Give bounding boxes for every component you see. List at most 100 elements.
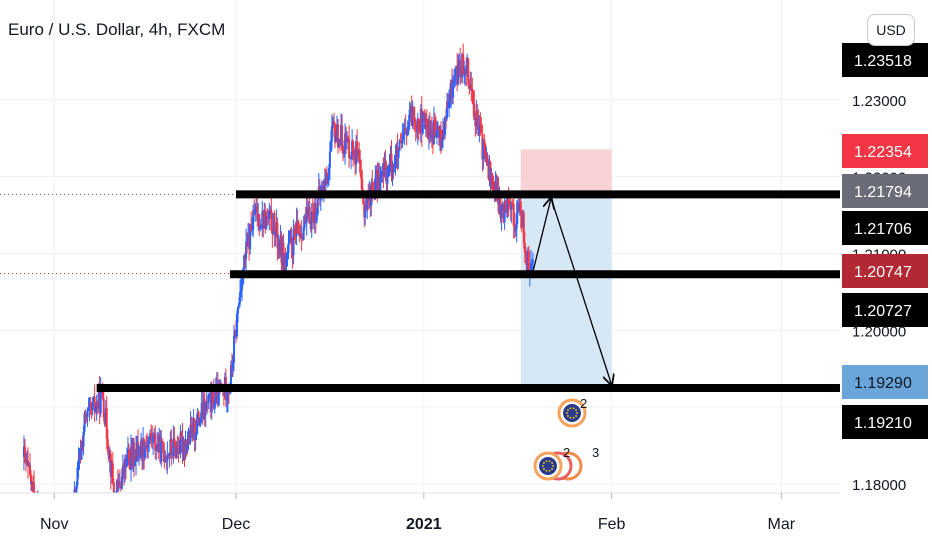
candle	[378, 163, 381, 195]
candle-body	[524, 252, 527, 257]
candle-body	[426, 125, 429, 139]
candle-body	[396, 146, 399, 158]
candle	[165, 456, 168, 471]
candle-body	[293, 228, 296, 236]
candle-body	[300, 233, 303, 238]
candle-body	[531, 259, 534, 263]
candle-body	[388, 164, 391, 166]
candle	[342, 145, 345, 162]
candle-body	[341, 125, 344, 150]
candle	[136, 436, 139, 462]
candle	[146, 432, 149, 459]
candle-body	[422, 111, 425, 114]
candle	[140, 432, 143, 461]
candle	[94, 404, 97, 414]
candle	[278, 239, 281, 259]
candle	[23, 438, 26, 464]
candle	[198, 417, 201, 427]
time-axis-tick: Feb	[598, 516, 626, 533]
event-marker-count: 2	[563, 445, 570, 460]
candle-body	[461, 53, 464, 78]
candle-body	[463, 74, 466, 76]
candle-body	[119, 486, 122, 489]
candle-body	[335, 124, 338, 137]
candle-body	[408, 109, 411, 122]
candle-body	[314, 203, 317, 222]
candle-body	[340, 125, 343, 146]
candle	[438, 125, 441, 152]
price-label: 1.23518	[842, 43, 928, 77]
candle	[151, 425, 154, 449]
candle-body	[253, 210, 256, 215]
candle-body	[159, 435, 162, 462]
candle	[455, 65, 458, 86]
candle	[295, 207, 298, 246]
candle-body	[288, 241, 291, 244]
candle-body	[326, 174, 329, 184]
candle-body	[92, 397, 95, 402]
candle-body	[521, 212, 524, 227]
candle-body	[163, 453, 166, 463]
candle	[160, 430, 163, 467]
candle-body	[336, 124, 339, 147]
candle	[225, 391, 228, 413]
candle	[458, 53, 461, 78]
candle-body	[184, 441, 187, 454]
candle-body	[152, 436, 155, 443]
candle-body	[454, 78, 457, 80]
candle	[421, 111, 424, 136]
candle	[432, 106, 435, 145]
candle	[480, 117, 483, 134]
candle-body	[22, 446, 25, 458]
candle-body	[93, 397, 96, 412]
candle-body	[145, 445, 148, 447]
candle-body	[108, 453, 111, 460]
candle-body	[379, 176, 382, 192]
candle-body	[529, 263, 532, 272]
price-label-box	[842, 43, 928, 77]
candle	[161, 438, 164, 443]
candle-body	[195, 420, 198, 435]
candle	[333, 122, 336, 149]
candle	[327, 163, 330, 186]
candle-body	[245, 241, 248, 260]
candle-body	[385, 169, 388, 184]
candle-body	[153, 433, 156, 437]
candle	[354, 149, 357, 176]
candle-body	[424, 118, 427, 129]
candle-body	[193, 418, 196, 440]
candle-body	[199, 418, 202, 423]
candle	[307, 201, 310, 223]
candle	[441, 135, 443, 151]
candle	[423, 108, 426, 130]
candle-body	[174, 443, 177, 458]
candle-body	[274, 231, 277, 234]
candle	[107, 444, 110, 463]
candle	[301, 234, 304, 242]
candle-body	[122, 465, 125, 473]
candle	[436, 121, 439, 134]
candle-body	[213, 403, 216, 409]
candle	[106, 428, 109, 455]
candle-body	[87, 408, 90, 410]
candle-body	[323, 180, 326, 186]
currency-button[interactable]: USD	[867, 14, 915, 46]
candle	[488, 155, 491, 187]
candle	[109, 449, 112, 490]
candle	[524, 246, 527, 265]
candle-body	[217, 382, 220, 405]
candle	[466, 53, 469, 77]
candle-body	[391, 166, 394, 176]
candle-body	[397, 150, 400, 158]
candle	[527, 245, 530, 275]
candle	[127, 443, 130, 468]
candle	[431, 122, 434, 155]
time-axis-tick: 2021	[406, 516, 442, 533]
candle	[428, 112, 431, 144]
candle-body	[207, 394, 210, 403]
candle	[383, 152, 386, 178]
candle	[123, 454, 126, 483]
candle-body	[473, 104, 476, 121]
candle-body	[377, 174, 380, 191]
